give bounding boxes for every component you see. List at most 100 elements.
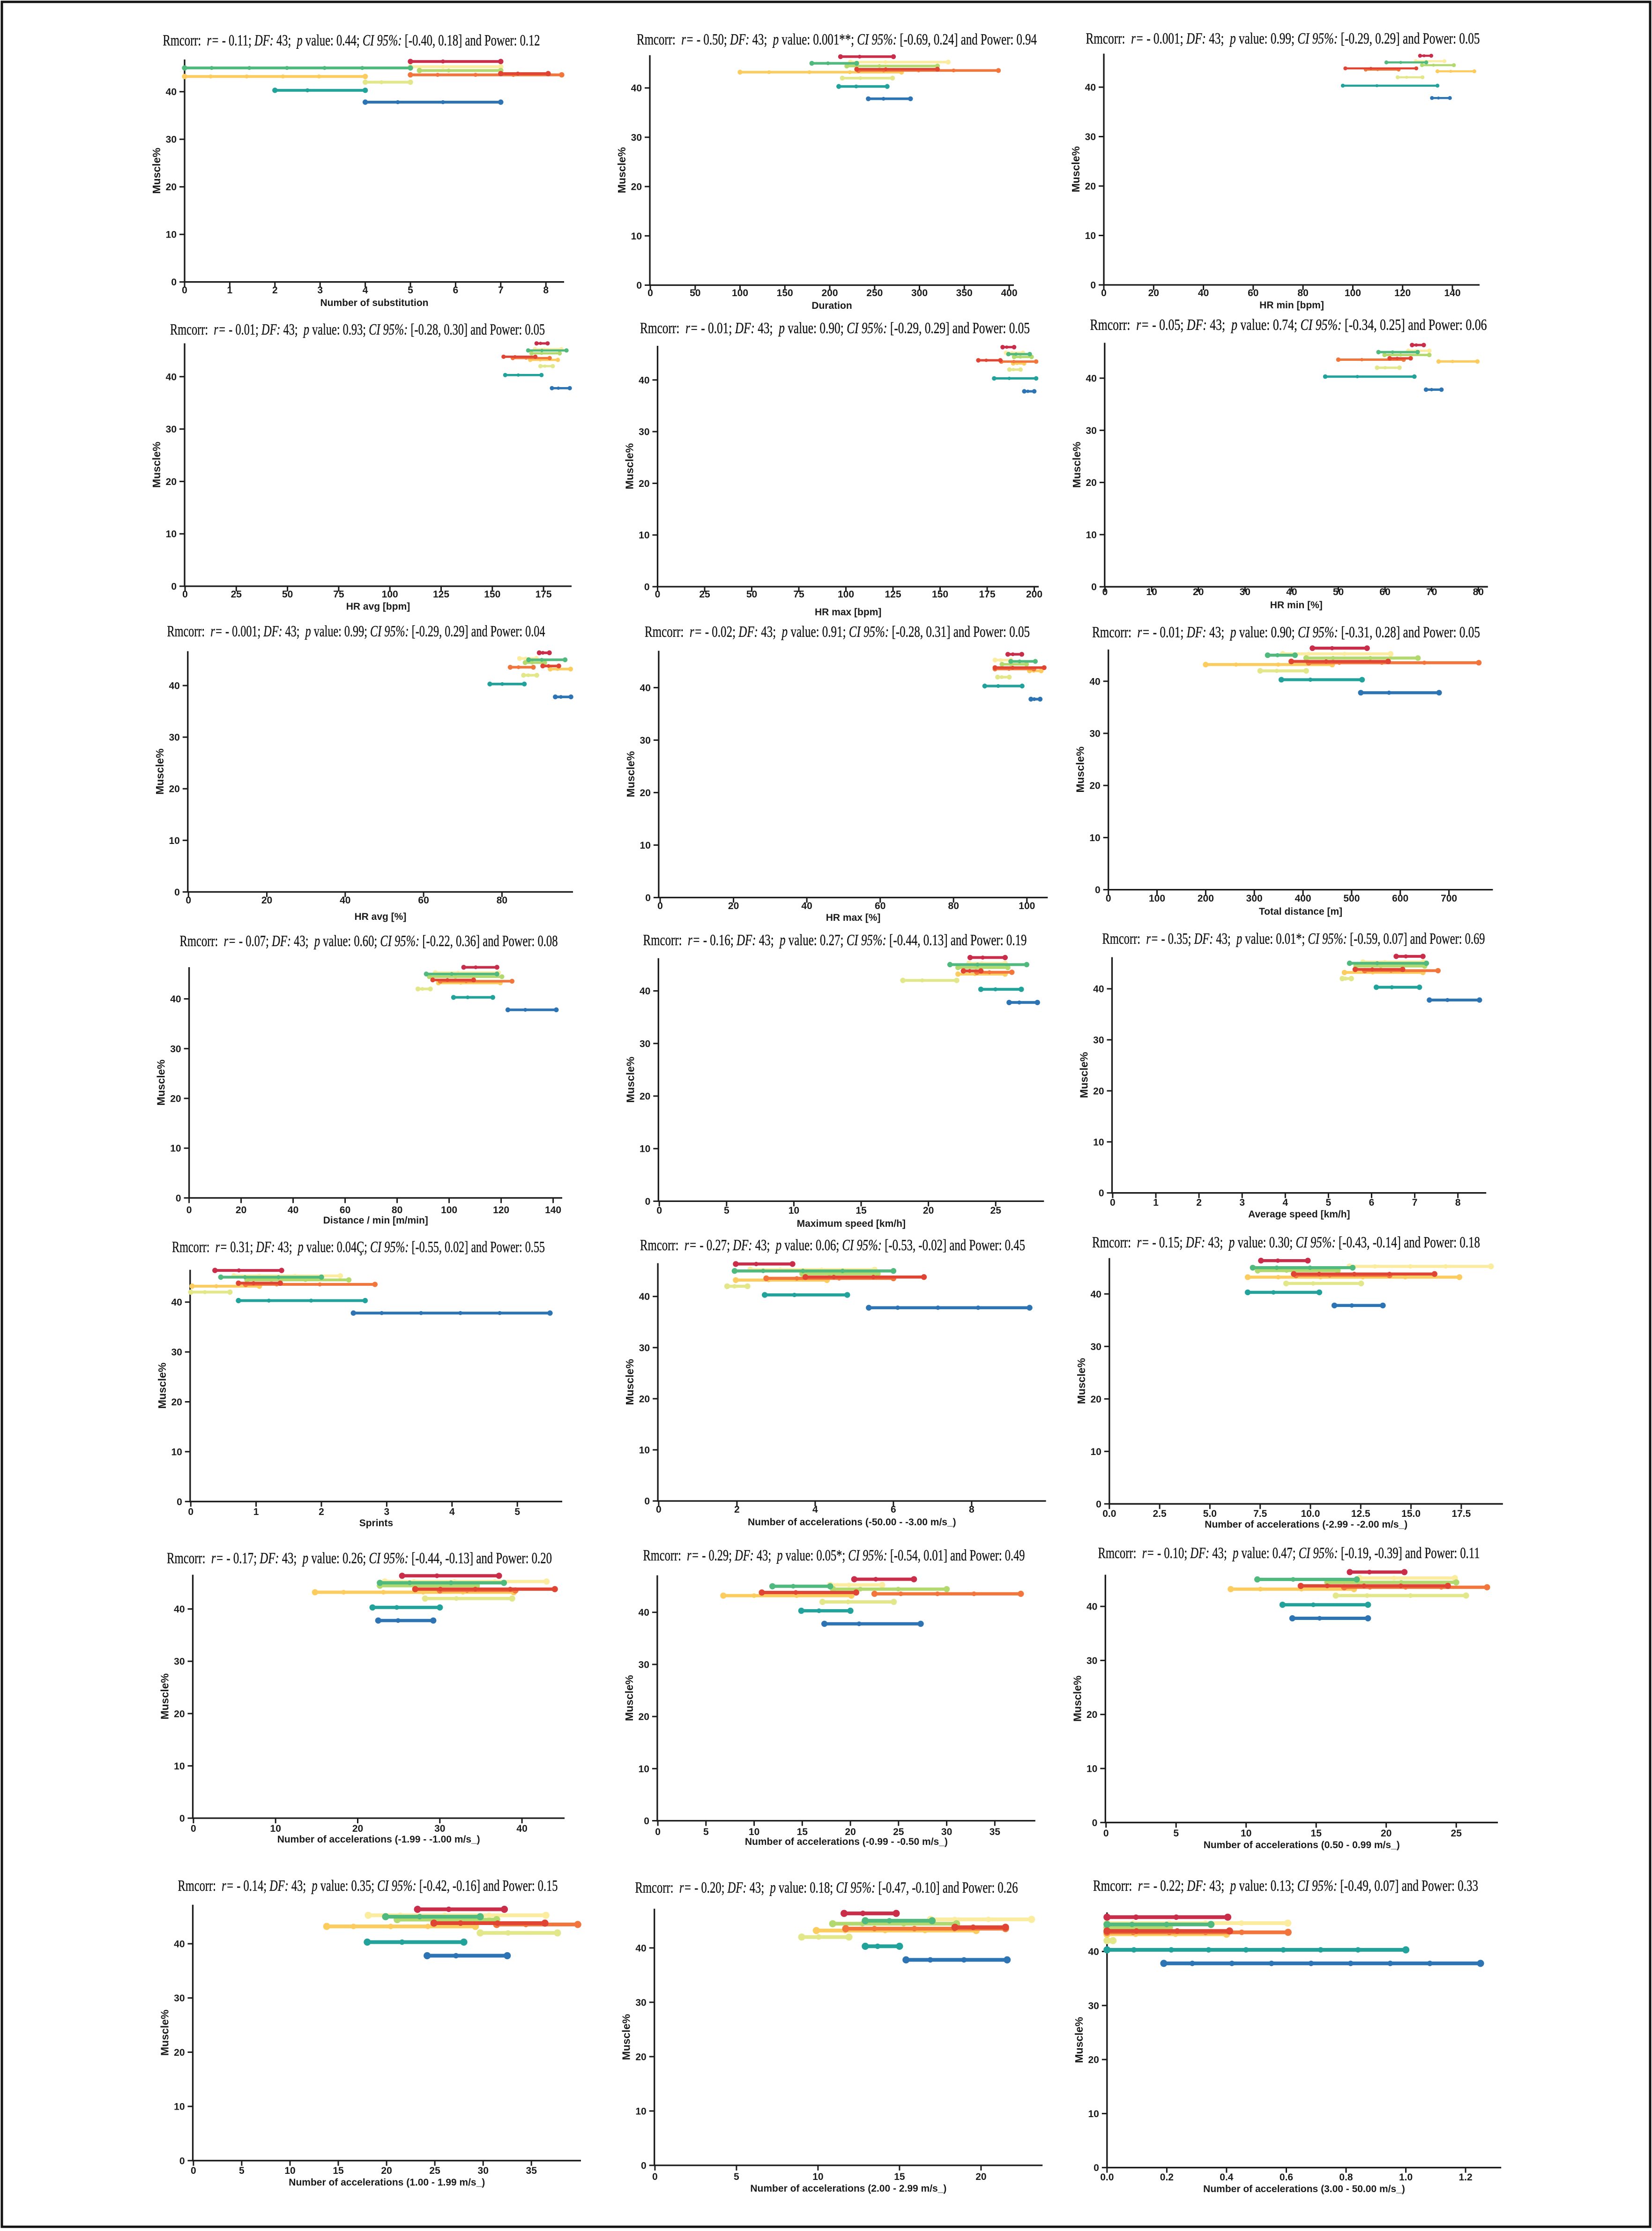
svg-text:6: 6 (1369, 1197, 1375, 1208)
svg-text:0: 0 (182, 285, 187, 296)
svg-text:Distance / min [m/min]: Distance / min [m/min] (323, 1215, 428, 1226)
svg-text:100: 100 (838, 589, 854, 600)
svg-text:40: 40 (166, 87, 177, 97)
svg-text:Muscle%: Muscle% (625, 751, 637, 797)
svg-text:0: 0 (655, 589, 661, 600)
svg-text:20: 20 (1093, 1086, 1104, 1097)
svg-text:Rmcorr: r= - 0.15; DF: 43; p: Rmcorr: r= - 0.15; DF: 43; p value: 0.30… (1092, 1234, 1480, 1251)
svg-text:1: 1 (253, 1507, 259, 1517)
svg-text:40: 40 (1085, 82, 1096, 93)
svg-text:Rmcorr: r= 0.31; DF: 43; p v: Rmcorr: r= 0.31; DF: 43; p value: 0.04Ç;… (172, 1239, 545, 1256)
svg-text:6: 6 (891, 1504, 896, 1515)
svg-text:35: 35 (526, 2165, 537, 2176)
svg-text:30: 30 (434, 1823, 445, 1834)
svg-text:7: 7 (498, 285, 504, 296)
svg-text:200: 200 (1026, 589, 1042, 600)
svg-text:4: 4 (1282, 1197, 1288, 1208)
svg-text:30: 30 (639, 1343, 650, 1353)
svg-text:1: 1 (1153, 1197, 1159, 1208)
svg-text:40: 40 (801, 901, 812, 911)
svg-text:50: 50 (746, 589, 757, 600)
svg-text:20: 20 (170, 1094, 181, 1104)
svg-text:10: 10 (1089, 833, 1100, 843)
svg-text:Rmcorr: r= - 0.11; DF: 43; p: Rmcorr: r= - 0.11; DF: 43; p value: 0.44… (163, 32, 540, 49)
svg-text:40: 40 (1086, 1602, 1097, 1612)
svg-text:30: 30 (631, 132, 642, 143)
svg-text:20: 20 (261, 895, 272, 906)
svg-text:12.5: 12.5 (1351, 1508, 1370, 1519)
svg-text:60: 60 (1248, 288, 1258, 298)
svg-text:125: 125 (885, 589, 901, 600)
svg-text:100: 100 (1019, 901, 1035, 911)
svg-text:8: 8 (969, 1504, 975, 1515)
svg-text:15.0: 15.0 (1401, 1508, 1421, 1519)
svg-text:8: 8 (543, 285, 549, 296)
svg-text:Muscle%: Muscle% (1071, 442, 1083, 488)
svg-text:HR min [bpm]: HR min [bpm] (1259, 300, 1324, 311)
svg-text:3: 3 (317, 285, 323, 296)
svg-text:Rmcorr: r= - 0.10; DF: 43; p: Rmcorr: r= - 0.10; DF: 43; p value: 0.47… (1098, 1545, 1480, 1562)
svg-text:30: 30 (639, 427, 649, 438)
svg-text:25: 25 (893, 1827, 904, 1837)
svg-text:40: 40 (288, 1205, 298, 1216)
svg-text:75: 75 (793, 589, 804, 600)
svg-text:40: 40 (639, 1291, 650, 1302)
svg-text:200: 200 (1198, 893, 1214, 904)
svg-text:Rmcorr: r= - 0.27; DF: 43; p: Rmcorr: r= - 0.27; DF: 43; p value: 0.06… (640, 1237, 1025, 1254)
svg-text:80: 80 (1473, 587, 1484, 597)
svg-text:20: 20 (640, 1091, 650, 1102)
svg-text:100: 100 (441, 1205, 457, 1216)
svg-text:10: 10 (1086, 1764, 1097, 1775)
svg-text:Number of accelerations (2.00: Number of accelerations (2.00 - 2.99 m/s… (750, 2183, 946, 2194)
svg-text:0: 0 (174, 887, 180, 898)
svg-text:10: 10 (284, 2165, 295, 2176)
svg-text:Muscle%: Muscle% (150, 148, 163, 194)
svg-text:5: 5 (239, 2165, 245, 2176)
svg-text:60: 60 (1379, 587, 1390, 597)
svg-text:20: 20 (381, 2165, 392, 2176)
svg-text:30: 30 (166, 134, 177, 145)
svg-text:0: 0 (656, 1205, 662, 1216)
svg-text:0: 0 (1096, 1499, 1101, 1510)
svg-text:HR avg [%]: HR avg [%] (354, 911, 406, 922)
svg-text:3: 3 (384, 1507, 390, 1517)
svg-text:0.4: 0.4 (1220, 2172, 1234, 2183)
svg-text:75: 75 (333, 589, 344, 600)
svg-text:5.0: 5.0 (1203, 1508, 1217, 1519)
svg-text:10: 10 (789, 1205, 799, 1216)
svg-text:0.2: 0.2 (1160, 2172, 1174, 2183)
svg-text:40: 40 (1090, 1289, 1101, 1300)
svg-text:20: 20 (640, 788, 651, 798)
svg-text:0: 0 (176, 1193, 181, 1204)
svg-text:0: 0 (1106, 893, 1111, 904)
svg-text:Muscle%: Muscle% (624, 1359, 636, 1405)
svg-text:1: 1 (227, 285, 233, 296)
svg-text:10: 10 (1090, 1447, 1101, 1457)
svg-text:0: 0 (647, 288, 653, 298)
svg-text:0: 0 (657, 901, 663, 911)
svg-text:Number of accelerations (-2.99: Number of accelerations (-2.99 - -2.00 m… (1205, 1519, 1407, 1530)
svg-text:4: 4 (812, 1504, 818, 1515)
svg-text:20: 20 (352, 1823, 363, 1834)
svg-text:Rmcorr: r= - 0.35; DF: 43; p: Rmcorr: r= - 0.35; DF: 43; p value: 0.01… (1102, 930, 1485, 948)
svg-text:40: 40 (640, 683, 651, 694)
svg-text:20: 20 (1089, 781, 1100, 791)
svg-text:15: 15 (856, 1205, 867, 1216)
svg-text:20: 20 (1090, 1394, 1101, 1405)
svg-text:Number of accelerations (-1.99: Number of accelerations (-1.99 - -1.00 m… (277, 1834, 480, 1845)
svg-text:40: 40 (516, 1823, 527, 1834)
svg-text:20: 20 (1193, 587, 1204, 597)
svg-text:10: 10 (1093, 1137, 1104, 1148)
svg-text:10: 10 (270, 1823, 281, 1834)
svg-text:10: 10 (640, 840, 651, 851)
svg-text:Muscle%: Muscle% (1073, 2017, 1085, 2063)
svg-text:10: 10 (1146, 587, 1157, 597)
svg-text:0: 0 (1094, 2163, 1099, 2173)
svg-text:Number of accelerations (0.50: Number of accelerations (0.50 - 0.99 m/s… (1204, 1840, 1400, 1850)
svg-text:15: 15 (1311, 1828, 1322, 1839)
svg-text:Rmcorr: r= - 0.29; DF: 43; p: Rmcorr: r= - 0.29; DF: 43; p value: 0.05… (643, 1547, 1025, 1564)
svg-text:120: 120 (493, 1205, 509, 1216)
svg-text:10: 10 (639, 1764, 649, 1775)
svg-text:Rmcorr: r= - 0.50; DF: 43; p: Rmcorr: r= - 0.50; DF: 43; p value: 0.00… (637, 31, 1037, 48)
svg-text:0: 0 (186, 895, 191, 906)
